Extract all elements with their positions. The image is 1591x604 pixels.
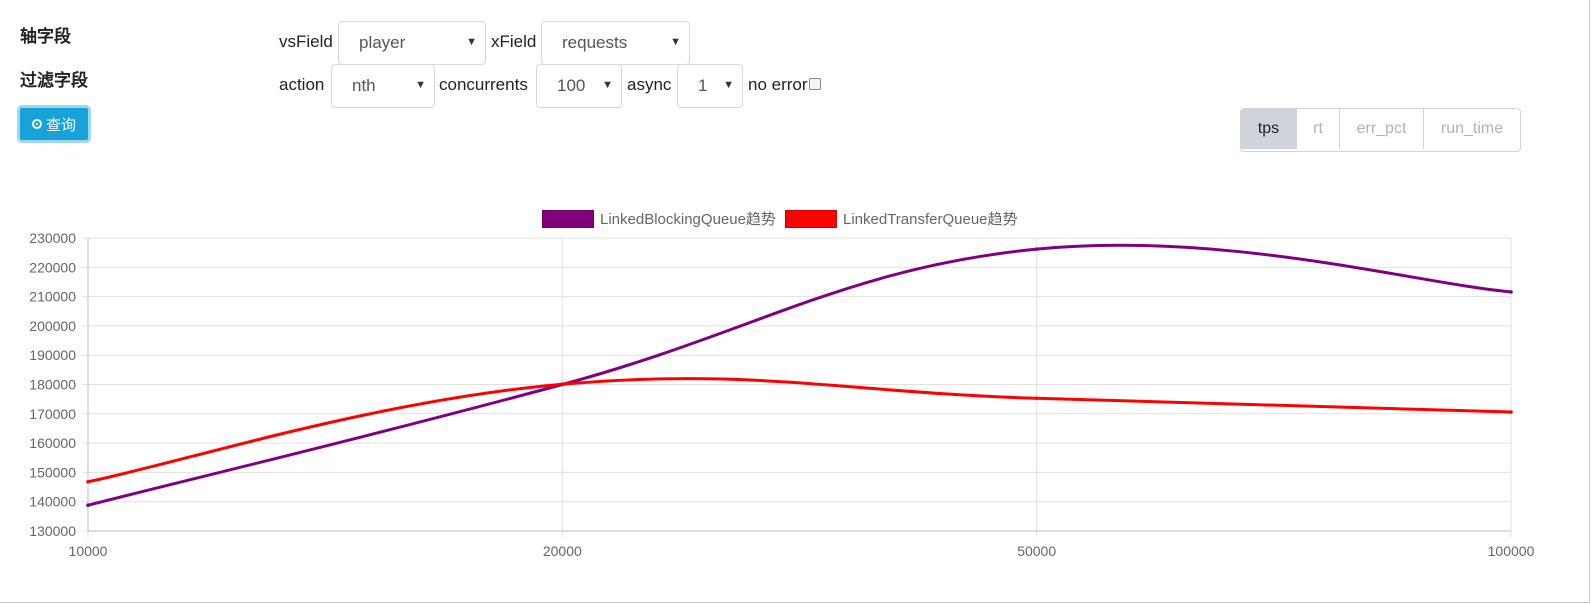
x-tick-label: 10000 <box>69 543 108 559</box>
query-button-label: 查询 <box>45 116 76 134</box>
xfield-value: requests <box>562 33 628 52</box>
x-tick-label: 50000 <box>1017 543 1056 559</box>
data-point-0 <box>1034 247 1039 251</box>
async-label: async <box>627 75 672 94</box>
dropdown-caret-icon: ▼ <box>602 79 613 91</box>
xfield-label: xField <box>491 32 537 51</box>
vsfield-value: player <box>359 33 406 52</box>
concurrents-value: 100 <box>557 76 586 95</box>
legend-item-transfer[interactable]: LinkedTransferQueue趋势 <box>785 208 1018 229</box>
y-tick-label: 220000 <box>29 259 76 275</box>
y-tick-label: 200000 <box>29 318 76 334</box>
y-tick-label: 130000 <box>29 523 76 539</box>
legend-label-blocking: LinkedBlockingQueue趋势 <box>600 211 776 228</box>
no-error-label: no error <box>748 75 808 94</box>
legend-item-blocking[interactable]: LinkedBlockingQueue趋势 <box>542 208 776 229</box>
action-label: action <box>279 75 325 94</box>
axis-field-label: 轴字段 <box>20 27 71 46</box>
dropdown-caret-icon: ▼ <box>723 79 734 91</box>
vsfield-select[interactable]: player ▼ <box>338 21 486 65</box>
data-point-0 <box>1509 290 1513 294</box>
x-tick-label: 100000 <box>1488 543 1535 559</box>
y-tick-label: 230000 <box>29 230 76 246</box>
metric-button-run-time[interactable]: run_time <box>1423 109 1520 149</box>
series-line-1 <box>87 377 1512 484</box>
dropdown-caret-icon: ▼ <box>415 79 426 91</box>
concurrents-select[interactable]: 100 ▼ <box>536 64 622 108</box>
metric-button-rt[interactable]: rt <box>1296 109 1339 149</box>
y-tick-label: 190000 <box>29 347 76 363</box>
metric-button-err-pct[interactable]: err_pct <box>1339 109 1423 149</box>
async-select[interactable]: 1 ▼ <box>677 64 743 108</box>
legend-label-transfer: LinkedTransferQueue趋势 <box>843 211 1018 228</box>
concurrents-label: concurrents <box>439 75 528 94</box>
data-point-1 <box>86 479 90 484</box>
y-tick-label: 180000 <box>29 377 76 393</box>
xfield-select[interactable]: requests ▼ <box>541 21 690 65</box>
circle-dot-icon <box>31 119 42 129</box>
action-value: nth <box>352 76 376 95</box>
data-point-1 <box>1034 396 1039 401</box>
async-value: 1 <box>698 76 708 95</box>
data-point-0 <box>86 503 90 508</box>
no-error-checkbox[interactable] <box>809 78 821 90</box>
filter-field-label: 过滤字段 <box>20 71 88 90</box>
dropdown-caret-icon: ▼ <box>670 36 681 48</box>
y-tick-label: 160000 <box>29 435 76 451</box>
series-line-0 <box>87 243 1512 507</box>
data-point-1 <box>1509 410 1513 414</box>
legend-swatch-transfer <box>785 209 837 228</box>
legend-swatch-blocking <box>542 209 594 228</box>
query-button[interactable]: 查询 <box>17 105 91 143</box>
metric-button-tps[interactable]: tps <box>1241 109 1296 149</box>
data-point-1 <box>560 382 565 387</box>
vsfield-label: vsField <box>279 32 333 51</box>
y-tick-label: 140000 <box>29 494 76 510</box>
y-tick-label: 170000 <box>29 406 76 422</box>
dropdown-caret-icon: ▼ <box>466 36 477 48</box>
metric-button-group: tps rt err_pct run_time <box>1240 108 1521 152</box>
y-tick-label: 210000 <box>29 289 76 305</box>
x-tick-label: 20000 <box>543 543 582 559</box>
y-tick-label: 150000 <box>29 464 76 480</box>
action-select[interactable]: nth ▼ <box>331 64 435 108</box>
